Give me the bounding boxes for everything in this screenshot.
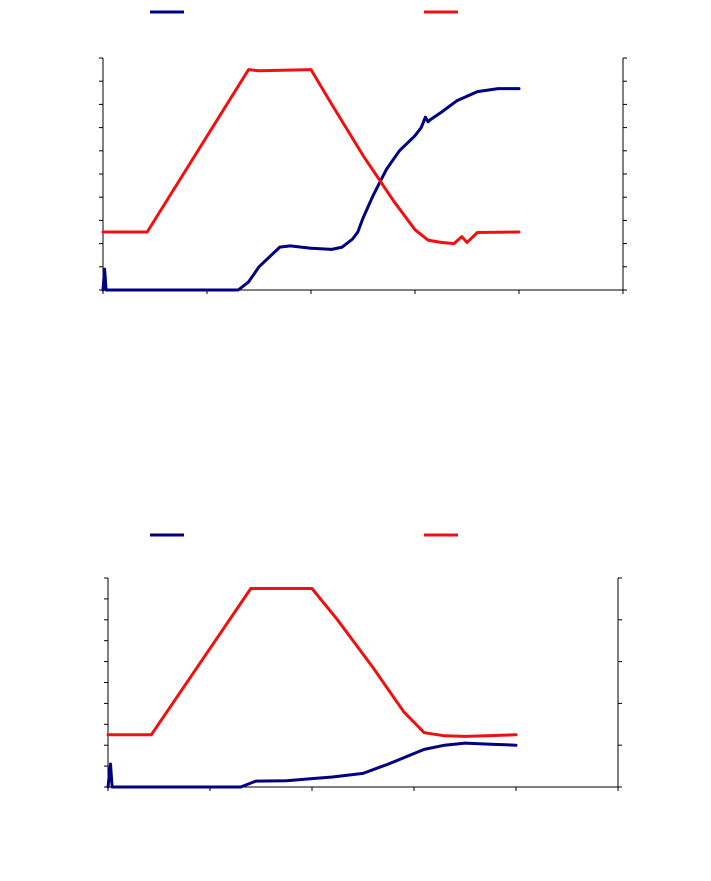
chart-2 bbox=[104, 533, 622, 791]
series-line-2 bbox=[106, 587, 518, 738]
chart-1 bbox=[99, 10, 627, 294]
series-line-1 bbox=[106, 741, 518, 789]
series-line-2 bbox=[101, 68, 521, 246]
series-line-1 bbox=[101, 87, 521, 292]
